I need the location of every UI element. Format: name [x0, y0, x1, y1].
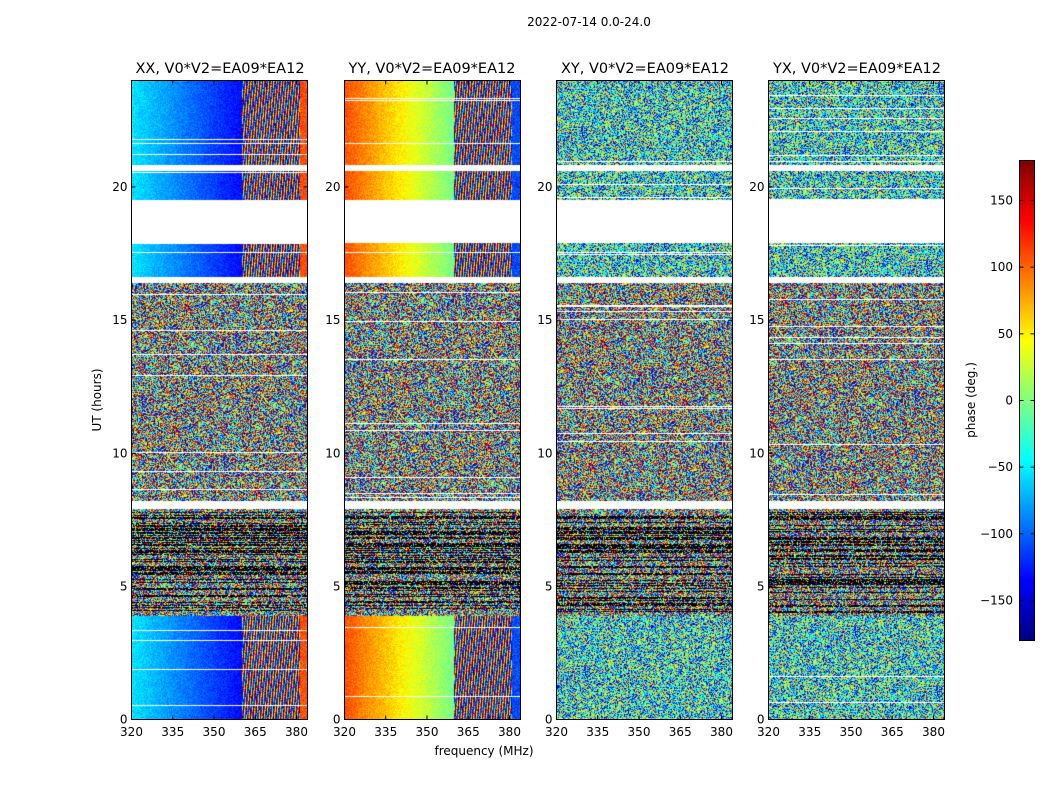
x-tick-label: 350 — [416, 725, 439, 739]
y-tick-label: 20 — [749, 180, 764, 194]
panel-title: XX, V0*V2=EA09*EA12 — [135, 61, 304, 77]
y-tick-label: 20 — [112, 180, 127, 194]
y-tick-label: 10 — [537, 446, 552, 460]
x-tick-label: 380 — [285, 725, 308, 739]
y-tick-label: 20 — [537, 180, 552, 194]
y-tick-label: 20 — [325, 180, 340, 194]
x-tick-label: 380 — [498, 725, 521, 739]
x-tick-label: 320 — [757, 725, 780, 739]
y-tick-label: 5 — [545, 579, 553, 593]
x-tick-label: 350 — [840, 725, 863, 739]
y-tick-label: 15 — [749, 313, 764, 327]
y-tick-label: 5 — [333, 579, 341, 593]
colorbar-tick-label: 0 — [1005, 394, 1013, 408]
y-tick-label: 5 — [757, 579, 765, 593]
x-tick-label: 365 — [244, 725, 267, 739]
colorbar-tick-label: −50 — [988, 460, 1013, 474]
heatmap-image — [557, 80, 733, 720]
y-tick-label: 15 — [112, 313, 127, 327]
heatmap-image — [344, 80, 520, 720]
x-tick-label: 380 — [710, 725, 733, 739]
figure-suptitle: 2022-07-14 0.0-24.0 — [527, 15, 651, 29]
heatmap-image — [769, 80, 945, 720]
colorbar-tick-label: 50 — [998, 327, 1013, 341]
x-tick-label: 365 — [669, 725, 692, 739]
y-tick-label: 15 — [325, 313, 340, 327]
y-tick-label: 10 — [112, 446, 127, 460]
heatmap-image — [132, 80, 308, 720]
x-tick-label: 365 — [457, 725, 480, 739]
y-axis-label: UT (hours) — [90, 368, 104, 431]
figure: 2022-07-14 0.0-24.0 XX, V0*V2=EA09*EA12 … — [0, 0, 1050, 800]
colorbar-label: phase (deg.) — [964, 362, 978, 438]
x-tick-label: 335 — [798, 725, 821, 739]
x-tick-label: 350 — [628, 725, 651, 739]
x-tick-label: 365 — [881, 725, 904, 739]
x-tick-label: 335 — [374, 725, 397, 739]
x-tick-label: 320 — [545, 725, 568, 739]
y-tick-label: 5 — [120, 579, 128, 593]
x-tick-label: 320 — [333, 725, 356, 739]
colorbar: 150 100 50 0 −50 −100 −150 phase (deg.) — [964, 161, 1035, 641]
y-tick-label: 15 — [537, 313, 552, 327]
x-tick-label: 335 — [586, 725, 609, 739]
panel-title: YY, V0*V2=EA09*EA12 — [348, 61, 516, 77]
x-tick-label: 380 — [922, 725, 945, 739]
colorbar-tick-label: 150 — [990, 194, 1013, 208]
panel-title: YX, V0*V2=EA09*EA12 — [772, 61, 941, 77]
y-tick-label: 10 — [325, 446, 340, 460]
x-axis-label: frequency (MHz) — [434, 744, 533, 758]
colorbar-tick-label: −150 — [980, 594, 1013, 608]
x-tick-label: 350 — [203, 725, 226, 739]
panel-title: XY, V0*V2=EA09*EA12 — [561, 61, 729, 77]
x-tick-label: 335 — [161, 725, 184, 739]
x-tick-label: 320 — [120, 725, 143, 739]
colorbar-tick-label: 100 — [990, 260, 1013, 274]
y-tick-label: 10 — [749, 446, 764, 460]
colorbar-tick-label: −100 — [980, 527, 1013, 541]
